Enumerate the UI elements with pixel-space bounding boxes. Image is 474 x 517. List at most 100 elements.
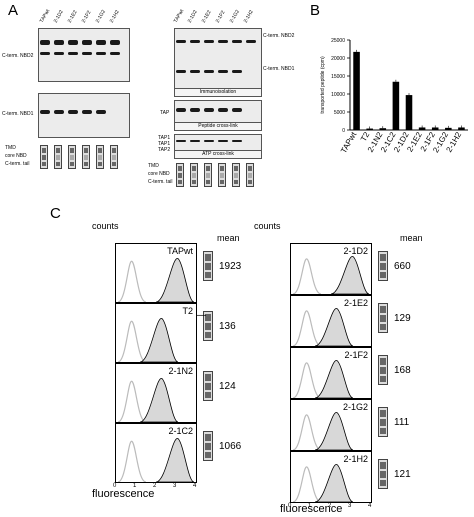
right-mean-value: 168 (394, 365, 411, 376)
gel-band (82, 110, 92, 114)
schematic-segment (205, 374, 211, 381)
y-axis-label: transported peptide (cpm) (320, 56, 326, 114)
schematic-segment (380, 367, 386, 374)
schematic-segment (112, 155, 116, 160)
bar (418, 127, 426, 130)
schematic-segment (206, 173, 210, 178)
panel-a-letter: A (8, 2, 19, 19)
x-tick-label: 1 (133, 483, 137, 489)
schematic-segment (380, 480, 386, 486)
gel-band (190, 40, 200, 43)
x-tick-label: 2 (153, 483, 157, 489)
schematic-segment (205, 332, 211, 338)
schematic-segment (192, 173, 196, 178)
bar (366, 128, 373, 130)
schematic-segment (205, 263, 211, 270)
left-sample-schematic (203, 311, 213, 341)
gel-band (54, 52, 64, 55)
atp-label-3: TAP2 (158, 147, 171, 153)
right-sample-schematic (378, 251, 388, 281)
schematic-segment (56, 155, 60, 160)
schematic-segment (42, 162, 46, 166)
lane-label-right: TAPwt (172, 8, 186, 24)
schematic-segment (234, 173, 238, 178)
schematic-segment (192, 166, 196, 171)
schematic-segment (205, 254, 211, 261)
right-histogram: 2-1E2 (290, 295, 372, 347)
atp-label-1: TAP1 (158, 135, 171, 141)
right-sample-name: 2-1E2 (343, 298, 368, 308)
schematic-segment (56, 148, 60, 153)
schematic-segment (380, 315, 386, 322)
histogram-plot (292, 464, 354, 502)
lane-label-right: 2-1E2 (200, 9, 213, 24)
schematic-segment (98, 162, 102, 166)
schematic-segment (220, 166, 224, 171)
gel-band (232, 70, 242, 73)
x-tick-label: 0 (288, 503, 292, 509)
bar (458, 127, 465, 130)
sample-curve (314, 308, 354, 346)
right-mean-value: 129 (394, 313, 411, 324)
legend-core-nbd-right: core NBD (148, 171, 170, 177)
gel-band (96, 110, 106, 114)
x-tick-label: 3 (173, 483, 177, 489)
gel-band (232, 108, 242, 112)
left-histogram: 2-1C2 (115, 423, 197, 483)
schematic-segment (205, 392, 211, 398)
schematic-segment (234, 166, 238, 171)
right-schematic (232, 163, 240, 187)
right-schematic (204, 163, 212, 187)
peptide-caption: Peptide cross-link (174, 122, 262, 131)
schematic-segment (220, 173, 224, 178)
right-histogram: 2-1D2 (290, 243, 372, 295)
left-histogram: TAPwt (115, 243, 197, 303)
left-mean-value: 1923 (219, 261, 242, 272)
histogram-plot (292, 360, 354, 398)
schematic-segment (112, 162, 116, 166)
left-schematic (82, 145, 90, 169)
schematic-segment (380, 306, 386, 313)
schematic-segment (248, 180, 252, 184)
histogram-plot (117, 378, 179, 422)
schematic-segment (234, 180, 238, 184)
left-mean-value: 124 (219, 381, 236, 392)
isotype-curve (292, 258, 322, 294)
gel-band (68, 40, 78, 45)
left-schematic (110, 145, 118, 169)
schematic-segment (205, 443, 211, 450)
gel-band (190, 108, 200, 112)
gel-right-immuno (174, 28, 262, 90)
y-tick-label: 10000 (331, 92, 345, 98)
y-tick-label: 0 (342, 128, 345, 134)
gel-band (218, 40, 228, 43)
isotype-curve (292, 414, 322, 450)
gel-band (82, 40, 92, 45)
left-mean-value: 136 (219, 321, 236, 332)
schematic-segment (380, 254, 386, 261)
gel-band (218, 108, 228, 112)
histogram-plot (292, 412, 354, 450)
schematic-segment (42, 155, 46, 160)
right-sample-schematic (378, 303, 388, 333)
xlabel-right: fluorescence (280, 503, 343, 515)
schematic-segment (380, 471, 386, 478)
lane-label-left: 2-1F2 (80, 9, 93, 24)
gel-band (68, 110, 78, 114)
panel-b-letter: B (310, 2, 321, 19)
gel-left-nbd1-label: C-term. NBD1 (2, 111, 34, 117)
gel-band (82, 52, 92, 55)
atp-caption: ATP cross-link (174, 150, 262, 159)
left-histogram: T2 (115, 303, 197, 363)
histogram-plot (117, 258, 195, 302)
lane-label-left: 2-1H2 (108, 9, 121, 24)
gel-band (204, 108, 214, 112)
histogram-plot (292, 256, 370, 294)
right-histogram: 2-1G2 (290, 399, 372, 451)
schematic-segment (70, 162, 74, 166)
gel-band (54, 110, 64, 114)
schematic-segment (206, 180, 210, 184)
schematic-segment (380, 410, 386, 417)
isotype-curve (117, 380, 147, 422)
schematic-segment (98, 148, 102, 153)
